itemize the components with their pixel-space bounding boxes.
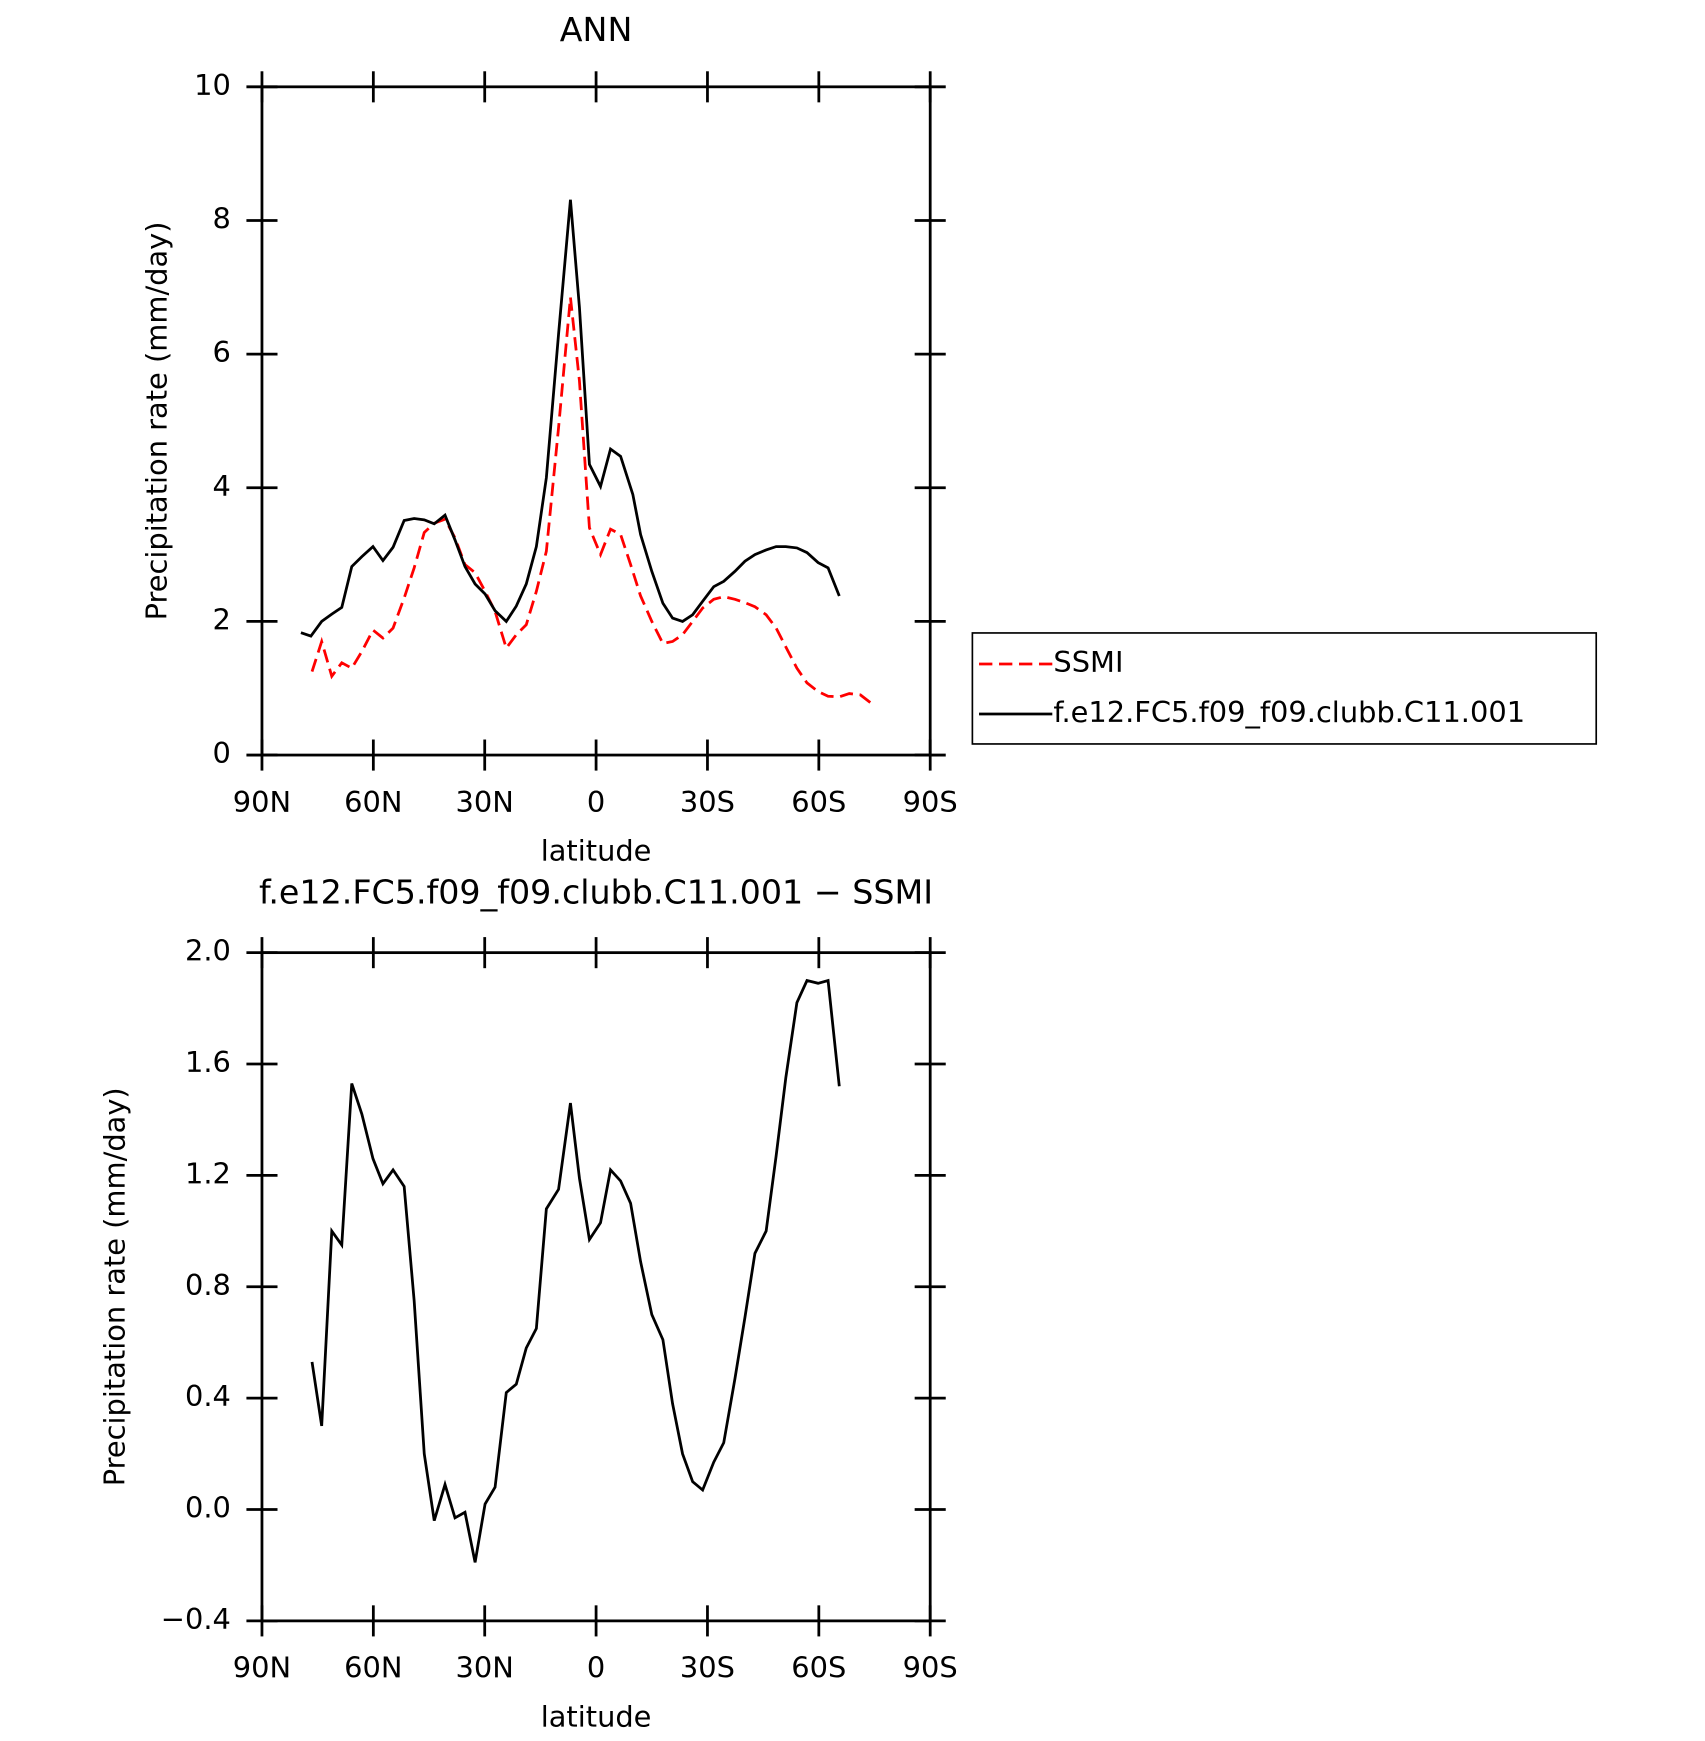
y-axis-label: Precipitation rate (mm/day) (98, 1087, 132, 1486)
chart-title: ANN (560, 10, 633, 49)
x-tick-label: 60S (791, 1651, 846, 1685)
x-tick-label: 90S (903, 785, 958, 819)
x-tick-label: 60N (344, 785, 402, 819)
plot-frame (260, 951, 932, 1623)
y-tick-label: 10 (194, 68, 231, 102)
y-tick-label: 4 (213, 469, 231, 503)
x-axis-label: latitude (541, 834, 652, 868)
x-axis-label: latitude (541, 1700, 652, 1734)
x-tick-label: 90N (233, 1651, 291, 1685)
y-tick-label: 0 (213, 736, 231, 770)
data-line (310, 978, 841, 1563)
x-tick-label: 30N (456, 785, 514, 819)
x-tick-label: 60N (344, 1651, 402, 1685)
legend-box (971, 632, 1598, 745)
x-tick-label: 30S (680, 785, 735, 819)
y-tick-label: 2.0 (185, 934, 231, 968)
x-tick-label: 90S (903, 1651, 958, 1685)
plot-frame (260, 85, 932, 757)
y-tick-label: −0.4 (161, 1602, 231, 1636)
y-tick-label: 1.6 (185, 1045, 231, 1079)
y-tick-label: 0.0 (185, 1491, 231, 1525)
y-tick-label: 6 (213, 335, 231, 369)
legend-label: f.e12.FC5.f09_f09.clubb.C11.001 (1053, 695, 1525, 729)
y-tick-label: 1.2 (185, 1156, 231, 1190)
x-tick-label: 90N (233, 785, 291, 819)
x-tick-label: 60S (791, 785, 846, 819)
y-tick-label: 8 (213, 201, 231, 235)
legend-label: SSMI (1053, 645, 1123, 679)
chart-title: f.e12.FC5.f09_f09.clubb.C11.001 − SSMI (259, 872, 933, 911)
x-tick-label: 0 (587, 785, 605, 819)
x-tick-label: 30N (456, 1651, 514, 1685)
data-line (300, 199, 841, 638)
x-tick-label: 30S (680, 1651, 735, 1685)
y-tick-label: 2 (213, 602, 231, 636)
y-tick-label: 0.4 (185, 1379, 231, 1413)
y-tick-label: 0.8 (185, 1268, 231, 1302)
x-tick-label: 0 (587, 1651, 605, 1685)
y-axis-label: Precipitation rate (mm/day) (140, 221, 174, 620)
data-line (310, 297, 873, 705)
